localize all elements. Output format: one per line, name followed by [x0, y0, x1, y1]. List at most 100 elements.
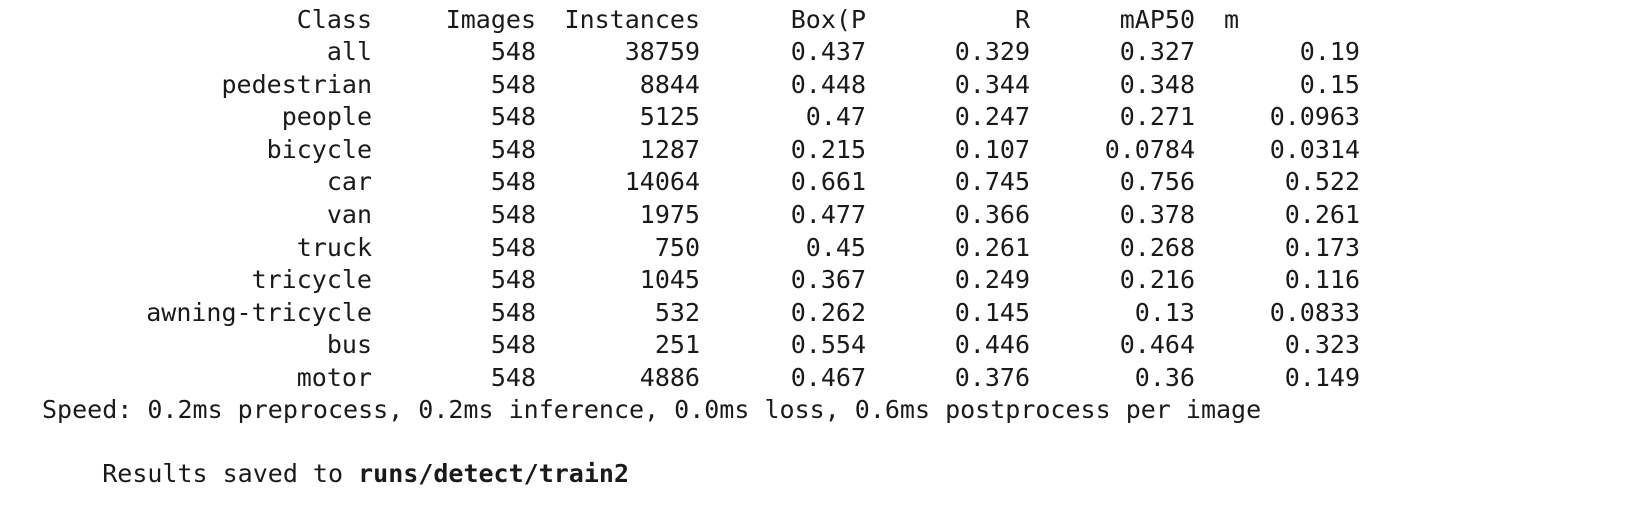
cell-class: motor: [296, 363, 372, 392]
cell-map50-95: 0.0833: [1269, 297, 1360, 327]
cell-class: people: [281, 102, 372, 132]
cell-instances: 750: [654, 232, 700, 262]
cell-box-p: 0.448: [790, 69, 866, 99]
cell-box-p: 0.367: [790, 265, 866, 295]
cell-instances: 5125: [639, 102, 700, 132]
cell-r: 0.261: [954, 232, 1030, 262]
cell-images: 548: [490, 297, 536, 327]
cell-map50: 0.0784: [1104, 134, 1195, 164]
cell-instances: 1975: [639, 200, 700, 229]
speed-line: Speed: 0.2ms preprocess, 0.2ms inference…: [42, 395, 1262, 424]
cell-map50: 0.13: [1134, 297, 1195, 327]
cell-map50-95: 0.15: [1299, 69, 1360, 99]
cell-instances: 1045: [639, 265, 700, 295]
cell-r: 0.249: [954, 265, 1030, 295]
cell-r: 0.247: [954, 102, 1030, 132]
cell-map50: 0.378: [1119, 200, 1195, 229]
cell-map50-95: 0.19: [1299, 37, 1360, 66]
table-row: truck 548 750 0.45 0.261 0.268 0.173: [0, 232, 1640, 264]
cell-map50: 0.268: [1119, 232, 1195, 262]
cell-images: 548: [490, 232, 536, 262]
cell-map50: 0.464: [1119, 330, 1195, 360]
header-instances: Instances: [564, 5, 700, 34]
cell-box-p: 0.554: [790, 330, 866, 360]
cell-images: 548: [490, 363, 536, 392]
cell-r: 0.329: [954, 37, 1030, 66]
header-map50: mAP50: [1119, 5, 1195, 34]
cell-box-p: 0.437: [790, 37, 866, 66]
cell-images: 548: [490, 265, 536, 295]
cell-map50-95: 0.0314: [1269, 134, 1360, 164]
header-class: Class: [296, 5, 372, 34]
cell-r: 0.366: [954, 200, 1030, 229]
cell-map50-95: 0.0963: [1269, 102, 1360, 132]
header-r: R: [1014, 5, 1030, 34]
cell-images: 548: [490, 200, 536, 229]
cell-class: pedestrian: [221, 69, 372, 99]
table-row: bus 548 251 0.554 0.446 0.464 0.323: [0, 329, 1640, 361]
cell-instances: 38759: [624, 37, 700, 66]
header-map50-95: m: [1224, 5, 1240, 34]
table-row: motor 548 4886 0.467 0.376 0.36 0.149: [0, 362, 1640, 394]
table-header-row: Class Images Instances Box(P R mAP50 m: [0, 4, 1640, 36]
cell-map50-95: 0.261: [1284, 200, 1360, 229]
cell-class: truck: [296, 232, 372, 262]
cell-box-p: 0.215: [790, 134, 866, 164]
cell-r: 0.145: [954, 297, 1030, 327]
table-row: car 548 14064 0.661 0.745 0.756 0.522: [0, 166, 1640, 198]
table-row: tricycle 548 1045 0.367 0.249 0.216 0.116: [0, 264, 1640, 296]
cell-class: awning-tricycle: [146, 297, 372, 327]
cell-map50-95: 0.149: [1284, 363, 1360, 392]
table-row: people 548 5125 0.47 0.247 0.271 0.0963: [0, 101, 1640, 133]
cell-map50-95: 0.323: [1284, 330, 1360, 360]
results-line: Results saved to runs/detect/train2: [42, 426, 629, 488]
results-prefix: Results saved to: [102, 459, 359, 488]
cell-images: 548: [490, 134, 536, 164]
cell-instances: 532: [654, 297, 700, 327]
cell-map50: 0.271: [1119, 102, 1195, 132]
cell-class: tricycle: [251, 265, 372, 295]
results-path: runs/detect/train2: [358, 459, 630, 488]
cell-map50-95: 0.522: [1284, 167, 1360, 197]
cell-map50: 0.756: [1119, 167, 1195, 197]
cell-map50-95: 0.173: [1284, 232, 1360, 262]
cell-map50: 0.327: [1119, 37, 1195, 66]
cell-class: all: [326, 37, 372, 66]
cell-images: 548: [490, 37, 536, 66]
table-row: van 548 1975 0.477 0.366 0.378 0.261: [0, 199, 1640, 231]
table-row: pedestrian 548 8844 0.448 0.344 0.348 0.15: [0, 69, 1640, 101]
cell-box-p: 0.262: [790, 297, 866, 327]
cell-instances: 251: [654, 330, 700, 360]
cell-instances: 4886: [639, 363, 700, 392]
cell-r: 0.344: [954, 69, 1030, 99]
header-images: Images: [445, 5, 536, 34]
cell-box-p: 0.467: [790, 363, 866, 392]
cell-box-p: 0.45: [805, 232, 866, 262]
cell-r: 0.446: [954, 330, 1030, 360]
cell-box-p: 0.477: [790, 200, 866, 229]
cell-map50: 0.216: [1119, 265, 1195, 295]
cell-images: 548: [490, 330, 536, 360]
table-row: awning-tricycle 548 532 0.262 0.145 0.13 0.083…: [0, 297, 1640, 329]
cell-r: 0.107: [954, 134, 1030, 164]
table-row: all 548 38759 0.437 0.329 0.327 0.19: [0, 36, 1640, 68]
cell-instances: 8844: [639, 69, 700, 99]
cell-instances: 1287: [639, 134, 700, 164]
cell-instances: 14064: [624, 167, 700, 197]
cell-r: 0.745: [954, 167, 1030, 197]
cell-images: 548: [490, 69, 536, 99]
cell-map50: 0.36: [1134, 363, 1195, 392]
terminal-output: Class Images Instances Box(P R mAP50 m a…: [0, 4, 1640, 488]
cell-map50: 0.348: [1119, 69, 1195, 99]
cell-class: bus: [326, 330, 372, 360]
cell-map50-95: 0.116: [1284, 265, 1360, 295]
cell-class: van: [326, 200, 372, 229]
cell-r: 0.376: [954, 363, 1030, 392]
cell-box-p: 0.661: [790, 167, 866, 197]
cell-images: 548: [490, 102, 536, 132]
header-box-p: Box(P: [790, 5, 866, 34]
cell-box-p: 0.47: [805, 102, 866, 132]
cell-class: bicycle: [266, 134, 372, 164]
cell-class: car: [326, 167, 372, 197]
table-row: bicycle 548 1287 0.215 0.107 0.0784 0.0314: [0, 134, 1640, 166]
